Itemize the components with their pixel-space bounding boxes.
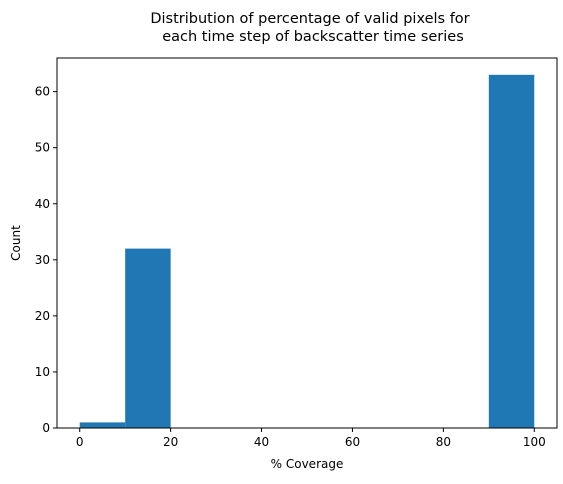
x-tick-label: 60 [345, 435, 360, 449]
x-axis-ticks: 0 20 40 60 80 100 [76, 428, 546, 449]
y-tick-label: 60 [35, 85, 50, 99]
y-tick-label: 10 [35, 365, 50, 379]
y-tick-label: 30 [35, 253, 50, 267]
x-axis-label: % Coverage [271, 457, 344, 471]
x-tick-label: 80 [436, 435, 451, 449]
histogram-bar [488, 74, 535, 429]
histogram-bar [79, 422, 126, 428]
chart-title-line2: each time step of backscatter time serie… [162, 29, 464, 45]
plot-frame [56, 57, 558, 429]
y-tick-label: 50 [35, 141, 50, 155]
y-axis-label: Count [9, 225, 23, 261]
x-tick-label: 20 [163, 435, 178, 449]
y-axis-ticks: 0 10 20 30 40 50 60 [35, 85, 57, 435]
x-tick-label: 100 [523, 435, 546, 449]
histogram-bar [125, 248, 171, 428]
bars-group [79, 74, 535, 429]
chart-title-line1: Distribution of percentage of valid pixe… [150, 11, 469, 27]
x-tick-label: 0 [76, 435, 84, 449]
y-tick-label: 40 [35, 197, 50, 211]
y-tick-label: 0 [42, 421, 50, 435]
x-tick-label: 40 [254, 435, 269, 449]
y-tick-label: 20 [35, 309, 50, 323]
